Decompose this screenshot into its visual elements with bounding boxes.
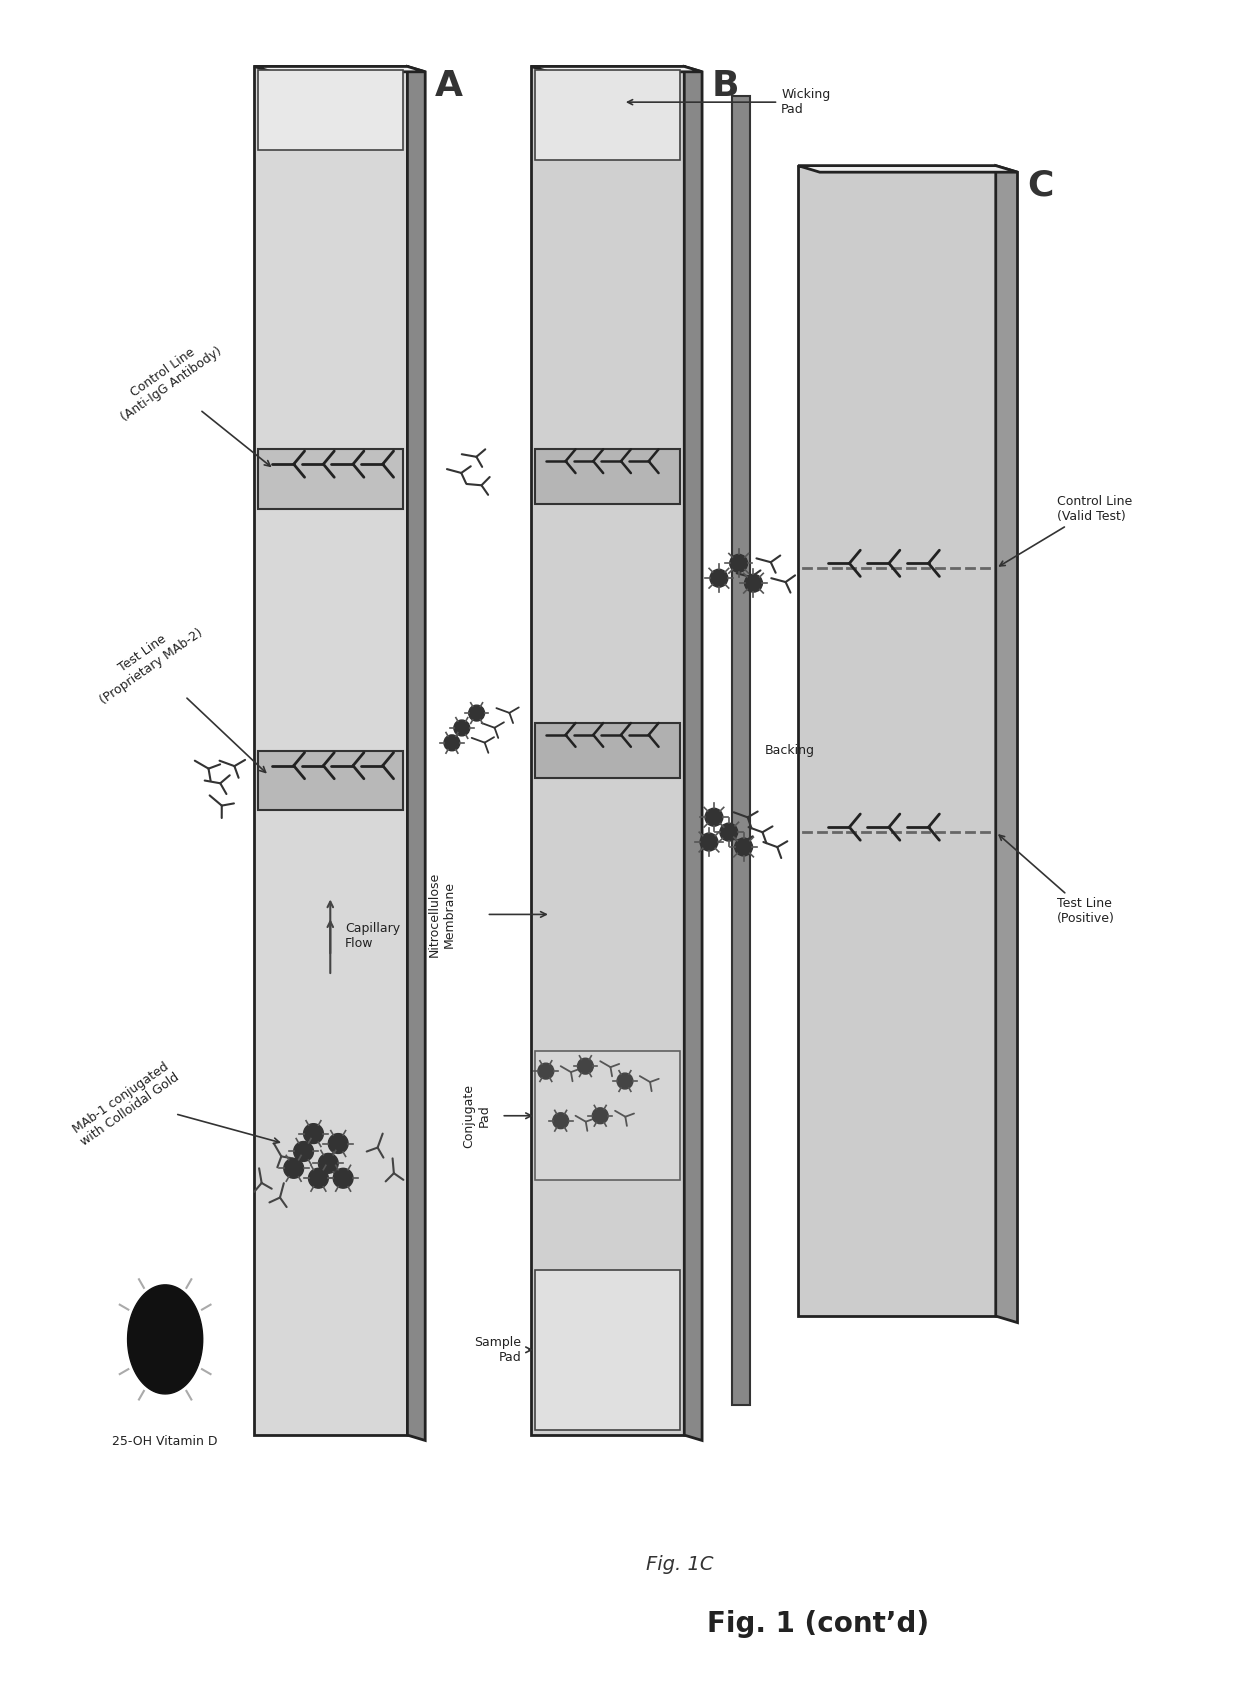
Text: Backing: Backing xyxy=(764,744,815,758)
Circle shape xyxy=(319,1153,339,1173)
Text: Control Line
(Anti-IgG Antibody): Control Line (Anti-IgG Antibody) xyxy=(110,333,224,424)
Bar xyxy=(534,1052,681,1180)
Text: Wicking
Pad: Wicking Pad xyxy=(627,88,831,116)
Circle shape xyxy=(334,1168,353,1188)
Circle shape xyxy=(618,1074,632,1089)
Polygon shape xyxy=(408,66,425,1440)
Polygon shape xyxy=(128,1285,202,1394)
Circle shape xyxy=(593,1107,608,1124)
Text: Conjugate
Pad: Conjugate Pad xyxy=(463,1084,491,1148)
Circle shape xyxy=(309,1168,329,1188)
Circle shape xyxy=(720,824,738,841)
Circle shape xyxy=(730,554,748,572)
Bar xyxy=(258,751,403,810)
Polygon shape xyxy=(684,66,702,1440)
Bar xyxy=(534,722,681,778)
Bar xyxy=(534,1271,681,1430)
Text: C: C xyxy=(1028,169,1054,203)
Circle shape xyxy=(553,1112,569,1129)
Polygon shape xyxy=(799,165,1018,172)
Bar xyxy=(531,66,684,1435)
Text: Fig. 1 (cont’d): Fig. 1 (cont’d) xyxy=(707,1610,929,1637)
Polygon shape xyxy=(996,165,1018,1323)
Circle shape xyxy=(454,721,470,736)
Text: MAb-1 conjugated
with Colloidal Gold: MAb-1 conjugated with Colloidal Gold xyxy=(69,1058,181,1150)
Circle shape xyxy=(701,834,718,851)
Polygon shape xyxy=(254,66,425,73)
Bar xyxy=(799,165,996,1317)
Text: Nitrocellulose
Membrane: Nitrocellulose Membrane xyxy=(428,871,456,957)
Text: Test Line
(Proprietary MAb-2): Test Line (Proprietary MAb-2) xyxy=(89,613,206,707)
Bar xyxy=(534,71,681,160)
Circle shape xyxy=(711,569,728,587)
Circle shape xyxy=(744,574,763,592)
Text: 25-OH Vitamin D: 25-OH Vitamin D xyxy=(113,1435,218,1448)
Circle shape xyxy=(706,809,723,825)
Circle shape xyxy=(735,837,753,856)
Circle shape xyxy=(284,1158,304,1178)
Text: Control Line
(Valid Test): Control Line (Valid Test) xyxy=(999,495,1132,565)
Bar xyxy=(258,449,403,508)
Text: Fig. 1C: Fig. 1C xyxy=(646,1555,713,1573)
Polygon shape xyxy=(531,66,702,73)
Text: A: A xyxy=(435,69,463,103)
Circle shape xyxy=(469,706,485,721)
Circle shape xyxy=(578,1058,593,1074)
Bar xyxy=(254,66,408,1435)
Bar xyxy=(534,449,681,503)
Circle shape xyxy=(329,1134,348,1153)
Circle shape xyxy=(538,1063,554,1079)
Text: Test Line
(Positive): Test Line (Positive) xyxy=(999,836,1115,925)
Bar xyxy=(258,71,403,150)
Text: B: B xyxy=(712,69,739,103)
Bar xyxy=(732,96,749,1406)
Circle shape xyxy=(304,1124,324,1143)
Text: Capillary
Flow: Capillary Flow xyxy=(345,922,401,950)
Circle shape xyxy=(294,1141,314,1161)
Circle shape xyxy=(444,734,460,751)
Text: Sample
Pad: Sample Pad xyxy=(474,1335,521,1364)
